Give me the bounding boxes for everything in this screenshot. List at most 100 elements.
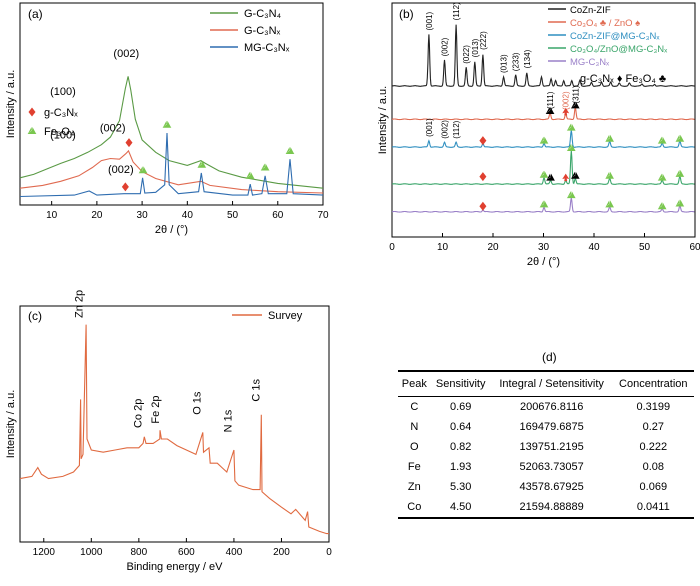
peak-label: (100) (50, 130, 76, 142)
peak-marker-shape (675, 169, 685, 177)
peak-marker-shape (245, 171, 255, 179)
cell-concentration: 0.0411 (612, 497, 694, 519)
table-row: O 0.82 139751.2195 0.222 (398, 437, 694, 457)
panel-c-xtick-label: 1000 (80, 547, 103, 558)
peak-marker-shape (657, 136, 667, 144)
peak-label: (112) (452, 120, 461, 138)
panel-b-xtick-label: 20 (487, 242, 499, 253)
legend-marker-club-shape (27, 127, 37, 134)
cell-concentration: 0.3199 (636, 401, 671, 413)
peak-marker-shape (197, 160, 207, 168)
panel-c-xtick-label: 400 (226, 547, 243, 558)
panel-a-xtick-label: 60 (272, 210, 284, 221)
peak-label: (013) (500, 54, 509, 73)
legend-entry: g-C₃Nₓ (44, 107, 78, 119)
peak-label: (222) (479, 31, 488, 50)
peak-marker-shape (138, 166, 148, 174)
table-row: N 0.64 169479.6875 0.27 (398, 417, 694, 437)
legend-entry: G-C₃Nₓ (244, 25, 281, 37)
series-line (19, 132, 324, 198)
peak-marker (657, 173, 667, 181)
peak-label: (001) (425, 11, 434, 30)
panel-c-frame (19, 305, 330, 543)
peak-marker-shape (657, 173, 667, 181)
peak-label: (002) (108, 164, 134, 176)
panel-b-xtick-label: 10 (437, 242, 449, 253)
cell-sensitivity: 1.93 (449, 461, 472, 473)
peak-marker-shape (570, 101, 580, 109)
peak-marker (260, 163, 270, 171)
panel-c-xlabel: Binding energy / eV (126, 561, 223, 573)
panel-a-xtick-label: 50 (227, 210, 239, 221)
cell-concentration: 0.08 (642, 461, 664, 473)
legend-entry: Co₃O₄ ♣ / ZnO ♠ (570, 18, 640, 29)
peak-marker-shape (566, 143, 576, 151)
peak-label: (311) (571, 85, 580, 103)
panel-a-ylabel: Intensity / a.u. (5, 70, 17, 138)
panel-a-xtick-label: 70 (317, 210, 329, 221)
peak-marker (162, 120, 172, 128)
peak-label: (002) (441, 37, 450, 56)
peak-marker-shape (562, 173, 570, 182)
peak-label: (002) (441, 120, 450, 139)
peak-label: (002) (562, 91, 571, 110)
cell-sensitivity: 0.64 (449, 421, 472, 433)
peak-marker (197, 160, 207, 168)
peak-marker (539, 170, 549, 178)
series-line (19, 76, 324, 189)
cell-integral: 43578.67925 (519, 481, 584, 493)
peak-marker (675, 169, 685, 177)
peak-marker (657, 202, 667, 210)
series-line (391, 197, 695, 213)
legend-entry: CoZn-ZIF (570, 5, 611, 16)
peak-label: (001) (425, 118, 434, 137)
cell-integral: 139751.2195 (519, 441, 584, 453)
series-line (19, 324, 329, 535)
panel-b-xtick-label: 0 (389, 242, 395, 253)
peak-marker-shape (546, 173, 556, 181)
peak-marker-shape (562, 107, 570, 116)
peak-marker-shape (539, 170, 549, 178)
cell-sensitivity: 4.50 (430, 497, 491, 519)
cell-peak: C (410, 401, 419, 413)
peak-label: (134) (523, 49, 532, 68)
series-line (391, 150, 695, 185)
table-row: Fe 1.93 52063.73057 0.08 (398, 457, 694, 477)
cell-peak: Fe (407, 461, 421, 473)
panel-a-xlabel: 2θ / (°) (155, 224, 188, 236)
cell-sensitivity: 0.82 (449, 441, 472, 453)
peak-marker (562, 107, 570, 116)
peak-label: Zn 2p (73, 290, 85, 318)
legend-entry: Fe₃O₄ (44, 126, 75, 138)
legend-entry: Survey (268, 310, 303, 322)
cell-sensitivity: 0.69 (449, 401, 472, 413)
peak-marker (539, 200, 549, 208)
peak-marker-shape (285, 146, 295, 154)
legend-marker-club (27, 127, 37, 134)
peak-marker (125, 138, 133, 148)
peak-marker (545, 106, 555, 114)
panel-a-label: (a) (28, 7, 43, 21)
peak-label: (022) (462, 45, 471, 64)
panel-b-xtick-label: 60 (689, 242, 700, 253)
peak-marker (539, 136, 549, 144)
peak-marker (285, 146, 295, 154)
peak-marker (675, 134, 685, 142)
peak-label: (111) (546, 91, 555, 109)
legend-marker-diamond (28, 107, 36, 117)
peak-marker-shape (570, 171, 580, 179)
xps-quantification-table: (d) Peak Sensitivity Integral / Setensit… (398, 350, 694, 519)
series-line (391, 107, 695, 121)
peak-label: Fe 2p (150, 395, 162, 423)
panel-c-label: (c) (28, 309, 42, 323)
peak-marker (546, 173, 556, 181)
header-sensitivity: Sensitivity (430, 370, 491, 397)
cell-peak: Co (398, 497, 431, 519)
peak-marker (605, 134, 615, 142)
cell-integral: 52063.73057 (519, 461, 584, 473)
panel-c-xtick-label: 0 (326, 547, 332, 558)
peak-label: O 1s (192, 391, 204, 415)
peak-marker (570, 101, 580, 109)
peak-marker (479, 172, 487, 182)
